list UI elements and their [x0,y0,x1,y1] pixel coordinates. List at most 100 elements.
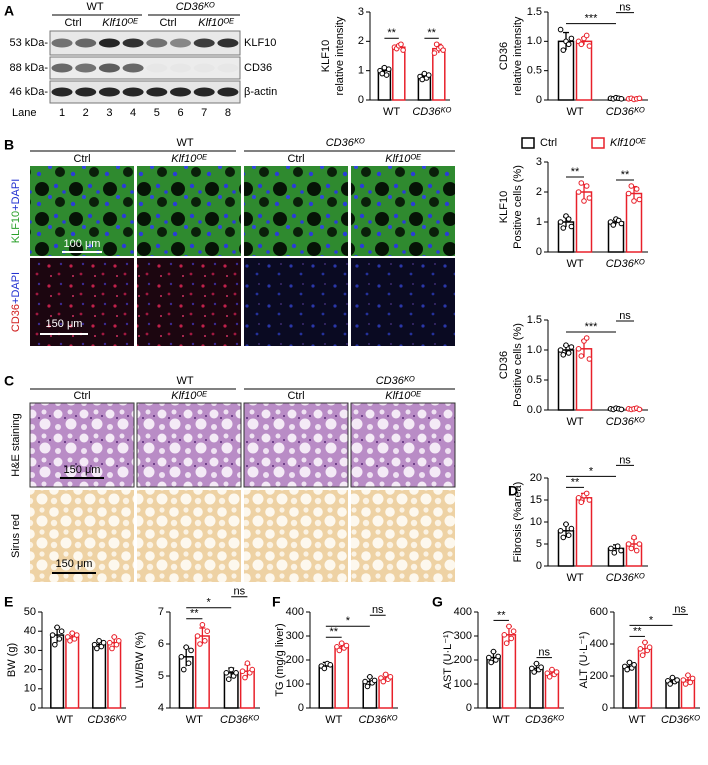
data-point [380,678,387,685]
data-point [228,666,234,673]
x-tick-label: CD36ᴷᴼ [606,258,645,270]
micrograph [351,258,455,346]
condition-label: Ctrl [287,390,304,402]
micrograph [244,258,348,346]
y-axis-label: BW (g) [6,643,18,677]
x-tick-label: CD36ᴷᴼ [606,416,645,428]
group-label: CD36ᴷᴼ [176,1,215,13]
data-point [425,72,432,78]
significance-label: ns [619,310,631,322]
protein-label: β-actin [244,86,277,98]
data-point [631,534,637,541]
bar [92,643,107,709]
x-tick-label: WT [566,258,583,270]
y-tick-label: 0 [536,246,542,258]
protein-label: CD36 [244,62,272,74]
data-point [96,638,102,644]
data-point [398,41,404,48]
data-point [578,180,585,186]
data-point [73,632,80,638]
scale-bar-label: 150 μm [56,558,93,570]
bar [318,665,334,709]
significance-label: ** [427,27,436,39]
data-point [637,646,644,652]
group-label: WT [176,137,193,149]
data-point [67,638,73,644]
data-point [680,677,687,683]
y-tick-label: 0.0 [527,404,542,416]
data-point [560,47,567,53]
data-point [578,353,585,359]
data-point [54,624,60,631]
y-tick-label: 100 [286,678,304,690]
data-point [586,356,593,362]
stain-part: CD36 [10,304,22,332]
data-point [618,547,624,554]
y-tick-label: 0 [536,560,542,572]
y-tick-label: 0 [466,702,472,714]
data-point [614,543,621,550]
data-point [111,634,118,640]
data-point [115,638,122,644]
data-point [557,219,564,225]
data-point [557,528,564,534]
stain-part: KLF10 [10,211,22,243]
data-point [531,669,537,675]
group-label: CD36ᴷᴼ [326,137,365,149]
data-point [183,644,189,651]
condition-label: Ctrl [73,153,90,165]
data-point [197,641,203,647]
blot-band [75,63,97,73]
stain-label: H&E staining [10,413,22,477]
condition-label: Klf10ᴼᴱ [385,153,422,165]
y-tick-label: 0.5 [527,65,542,77]
data-point [549,666,555,673]
bar [65,636,80,709]
y-tick-label: 3 [536,156,542,168]
micrograph [137,258,241,346]
data-point [608,545,614,552]
data-point [188,647,194,654]
data-point [204,628,211,635]
panel-label: C [4,373,14,389]
x-tick-label: WT [186,714,203,726]
y-axis-label: TG (mg/g liver) [274,623,286,696]
y-tick-label: 0 [536,94,542,106]
y-tick-label: 50 [24,606,36,618]
legend-label: Klf10ᴼᴱ [610,137,647,149]
micrograph [137,490,241,582]
data-point [674,677,680,683]
data-point [106,639,113,646]
data-point [586,497,593,503]
x-tick-label: WT [629,714,646,726]
data-point [563,342,569,349]
bar [194,635,210,709]
data-point [669,674,676,681]
x-tick-label: WT [566,106,583,118]
data-point [242,674,248,681]
data-point [689,675,696,682]
data-point [440,47,446,53]
western-blot [49,30,241,104]
x-tick-label: CD36ᴷᴼ [606,106,645,118]
x-tick-label: CD36ᴷᴼ [412,106,451,118]
data-point [626,659,633,666]
data-point [178,654,185,660]
data-point [486,654,492,661]
data-point [568,35,575,42]
data-point [628,183,635,189]
data-point [194,633,201,639]
data-point [109,645,115,652]
y-axis-label: LW/BW (%) [134,632,146,689]
y-tick-label: 5 [536,538,542,550]
significance-label: ns [538,647,550,659]
y-tick-label: 200 [590,670,608,682]
condition-label: Klf10ᴼᴱ [171,153,208,165]
significance-label: * [207,597,212,609]
significance-label: * [649,614,654,626]
size-label: 88 kDa- [9,62,48,74]
blot-band [146,87,168,97]
condition-label: Ctrl [159,17,176,29]
significance-label: * [346,615,351,627]
